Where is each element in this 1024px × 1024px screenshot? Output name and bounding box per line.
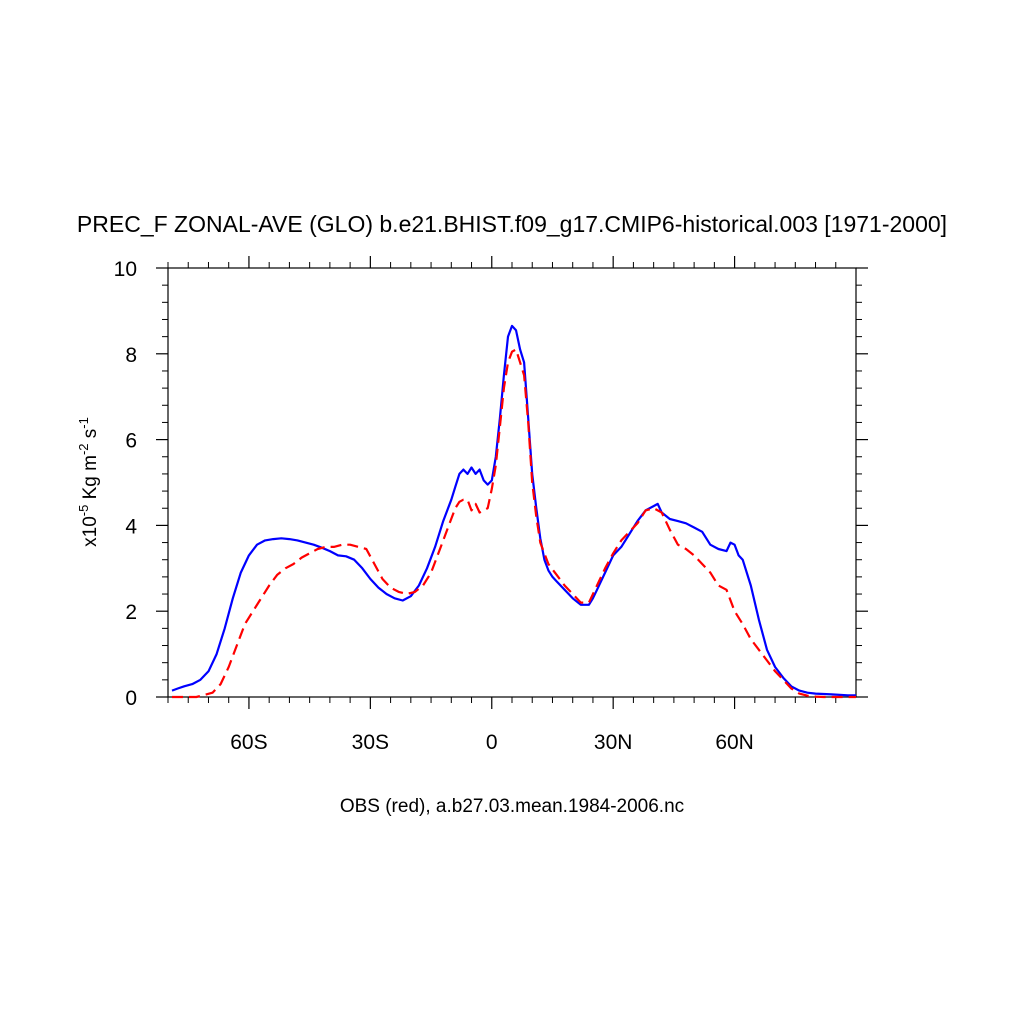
plot-area: 60S 30S 0 30N 60N 0 2 4 6 8 10 xyxy=(114,256,868,754)
series-layer xyxy=(171,324,856,699)
series-line-1 xyxy=(171,324,856,697)
plot-frame xyxy=(167,267,857,698)
series-line-2 xyxy=(172,348,856,699)
y-tick-label: 8 xyxy=(125,344,137,367)
y-tick-label: 0 xyxy=(125,687,137,710)
minor-ticks xyxy=(162,262,862,703)
y-axis: 0 2 4 6 8 10 xyxy=(114,258,868,710)
x-tick-label: 60S xyxy=(230,731,267,754)
y-axis-label: x10-5 Kg m-2 s-1 xyxy=(76,417,101,547)
y-tick-label: 6 xyxy=(125,430,137,453)
x-tick-label: 60N xyxy=(715,731,754,754)
y-tick-label: 4 xyxy=(125,515,137,538)
y-tick-label: 2 xyxy=(125,601,137,624)
y-tick-label: 10 xyxy=(114,258,137,281)
chart-title: PREC_F ZONAL-AVE (GLO) b.e21.BHIST.f09_g… xyxy=(77,211,947,237)
x-tick-label: 30N xyxy=(594,731,633,754)
x-tick-label: 30S xyxy=(352,731,389,754)
x-axis-label: OBS (red), a.b27.03.mean.1984-2006.nc xyxy=(340,796,684,817)
x-tick-label: 0 xyxy=(486,731,498,754)
x-axis: 60S 30S 0 30N 60N xyxy=(230,256,754,754)
